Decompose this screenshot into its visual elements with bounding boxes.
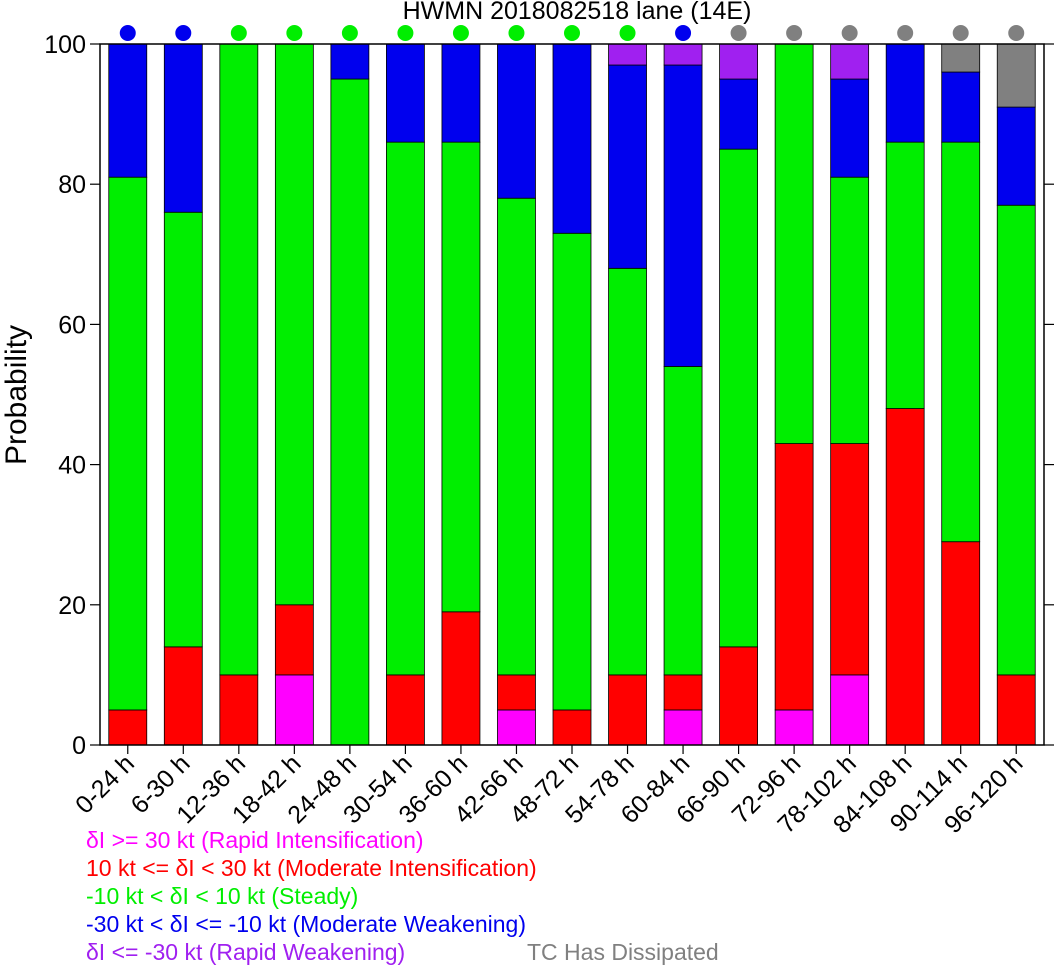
bar-segment-mi	[885, 408, 925, 746]
bar-segment-st	[608, 267, 647, 676]
bar-segment-rw	[830, 43, 870, 80]
category-dot	[508, 25, 525, 41]
category-dot-layer	[119, 25, 1025, 41]
bar-segment-rw	[719, 43, 758, 80]
bar-segment-st	[219, 43, 259, 676]
bar-segment-rw	[608, 43, 647, 66]
bar-segment-mw	[941, 71, 981, 143]
bar-segment-mi	[719, 646, 758, 746]
category-dot	[119, 25, 136, 41]
category-dot	[1008, 25, 1025, 41]
category-dot	[452, 25, 469, 41]
legend-steady: -10 kt < δI < 10 kt (Steady)	[86, 883, 359, 909]
bar-segment-mi	[996, 674, 1036, 746]
y-tick-label: 0	[72, 732, 86, 760]
category-dot	[230, 25, 247, 41]
legend-rapid-intensification: δI >= 30 kt (Rapid Intensification)	[86, 827, 424, 853]
category-dot	[619, 25, 636, 41]
bar-segment-st	[274, 43, 314, 606]
bar-segment-st	[497, 197, 536, 676]
bar-segment-mw	[830, 78, 870, 178]
y-axis: 0 20 40 60 80 100	[44, 31, 1054, 760]
bar-segment-mw	[719, 78, 758, 150]
bar-segment-mw	[163, 43, 203, 213]
bar-segment-mw	[330, 43, 370, 80]
bar-segment-diss	[996, 43, 1036, 108]
bar-segment-st	[774, 43, 814, 444]
chart-title: HWMN 2018082518 lane (14E)	[403, 0, 752, 25]
bar-segment-ri	[830, 674, 870, 746]
bar-segment-mi	[441, 611, 481, 746]
bar-segment-mi	[552, 709, 592, 746]
bar-segment-mw	[608, 64, 647, 269]
bar-segment-mi	[386, 674, 425, 746]
bar-segment-st	[996, 204, 1036, 676]
legend-dissipated: TC Has Dissipated	[527, 939, 719, 965]
bar-segment-mw	[441, 43, 481, 143]
category-dot	[175, 25, 192, 41]
bar-segment-st	[441, 141, 481, 613]
category-dot	[952, 25, 969, 41]
bar-segment-mi	[663, 674, 703, 711]
legend-rapid-weakening: δI <= -30 kt (Rapid Weakening)	[86, 939, 406, 965]
bar-segment-mw	[885, 43, 925, 143]
bar-segment-mi	[108, 709, 148, 746]
bar-segment-st	[108, 176, 148, 711]
category-dot	[786, 25, 803, 41]
bar-segment-mw	[497, 43, 536, 199]
bar-segment-mi	[774, 443, 814, 711]
bar-layer	[108, 43, 1036, 746]
bar-segment-mi	[608, 674, 647, 746]
bar-segment-diss	[941, 43, 981, 73]
y-tick-label: 40	[58, 452, 86, 480]
bar-segment-mw	[552, 43, 592, 234]
bar-segment-st	[552, 232, 592, 711]
y-tick-label: 100	[44, 31, 86, 59]
category-dot	[564, 25, 580, 41]
legend-moderate-intensification: 10 kt <= δI < 30 kt (Moderate Intensific…	[86, 855, 537, 881]
bar-segment-st	[386, 141, 425, 676]
bar-segment-ri	[497, 709, 536, 746]
bar-segment-mw	[386, 43, 425, 143]
y-tick-label: 20	[58, 592, 86, 620]
bar-segment-mi	[497, 674, 536, 711]
bar-segment-ri	[774, 709, 814, 746]
bar-segment-mi	[219, 674, 259, 746]
category-dot	[397, 25, 414, 41]
bar-segment-mi	[163, 646, 203, 746]
bar-segment-mw	[996, 106, 1036, 206]
bar-segment-st	[330, 78, 370, 746]
x-axis: 0-24 h6-30 h12-36 h18-42 h24-48 h30-54 h…	[70, 745, 1028, 839]
bar-segment-st	[885, 141, 925, 409]
bar-segment-mi	[274, 604, 314, 676]
category-dot	[897, 25, 914, 41]
legend-moderate-weakening: -30 kt < δI <= -10 kt (Moderate Weakenin…	[86, 911, 527, 937]
category-dot	[841, 25, 858, 41]
category-dot	[341, 25, 358, 41]
y-tick-label: 80	[58, 171, 86, 199]
bar-segment-mi	[941, 541, 981, 746]
bar-segment-st	[163, 211, 203, 648]
category-dot	[675, 25, 692, 41]
bar-segment-ri	[663, 709, 703, 746]
y-axis-label: Probability	[0, 325, 33, 465]
y-tick-label: 60	[58, 311, 86, 339]
bar-segment-rw	[663, 43, 703, 66]
category-dot	[730, 25, 747, 41]
category-dot	[286, 25, 303, 41]
bar-segment-ri	[274, 674, 314, 746]
bar-segment-mw	[108, 43, 148, 178]
bar-segment-st	[719, 148, 758, 648]
bar-segment-st	[941, 141, 981, 543]
bar-segment-mi	[830, 443, 870, 676]
bar-segment-mw	[663, 64, 703, 367]
bar-segment-st	[830, 176, 870, 444]
bar-segment-st	[663, 366, 703, 676]
